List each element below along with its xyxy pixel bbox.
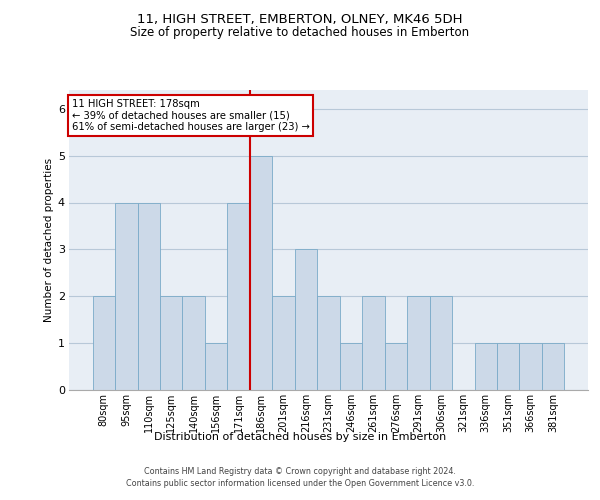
Bar (340, 343, 362, 390)
Bar (160, 296, 182, 390)
Bar (115, 202, 137, 390)
Bar (295, 250, 317, 390)
Bar (92, 296, 115, 390)
Bar (497, 343, 520, 390)
Bar (475, 343, 497, 390)
Text: Size of property relative to detached houses in Emberton: Size of property relative to detached ho… (130, 26, 470, 39)
Bar (430, 296, 452, 390)
Text: Contains HM Land Registry data © Crown copyright and database right 2024.
Contai: Contains HM Land Registry data © Crown c… (126, 466, 474, 487)
Bar (362, 296, 385, 390)
Bar (385, 343, 407, 390)
Text: 11 HIGH STREET: 178sqm
← 39% of detached houses are smaller (15)
61% of semi-det: 11 HIGH STREET: 178sqm ← 39% of detached… (71, 99, 310, 132)
Bar (250, 156, 272, 390)
Bar (137, 202, 160, 390)
Bar (227, 202, 250, 390)
Bar (182, 296, 205, 390)
Bar (205, 343, 227, 390)
Bar (520, 343, 542, 390)
Y-axis label: Number of detached properties: Number of detached properties (44, 158, 53, 322)
Bar (272, 296, 295, 390)
Bar (317, 296, 340, 390)
Text: Distribution of detached houses by size in Emberton: Distribution of detached houses by size … (154, 432, 446, 442)
Text: 11, HIGH STREET, EMBERTON, OLNEY, MK46 5DH: 11, HIGH STREET, EMBERTON, OLNEY, MK46 5… (137, 12, 463, 26)
Bar (542, 343, 565, 390)
Bar (407, 296, 430, 390)
